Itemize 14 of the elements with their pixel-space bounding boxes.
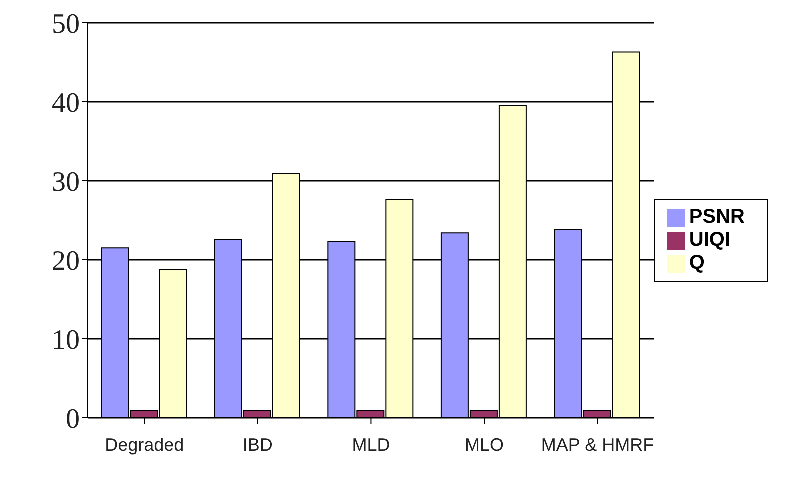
x-tick-label: IBD <box>242 434 273 455</box>
x-tick-label: MAP & HMRF <box>541 434 654 455</box>
y-tick-label: 10 <box>52 324 80 356</box>
y-tick-label: 40 <box>52 88 80 119</box>
x-tick-label: Degraded <box>105 434 184 455</box>
legend-label: PSNR <box>689 206 745 228</box>
y-tick-label: 20 <box>52 246 80 277</box>
y-tick-label: 0 <box>66 404 80 435</box>
legend-label: UIQI <box>689 229 731 251</box>
x-tick-label: MLO <box>464 434 504 455</box>
x-tick-label: MLD <box>352 434 390 455</box>
legend-label: Q <box>689 252 705 274</box>
y-tick-label: 50 <box>52 8 80 40</box>
y-tick-label: 30 <box>52 166 80 198</box>
